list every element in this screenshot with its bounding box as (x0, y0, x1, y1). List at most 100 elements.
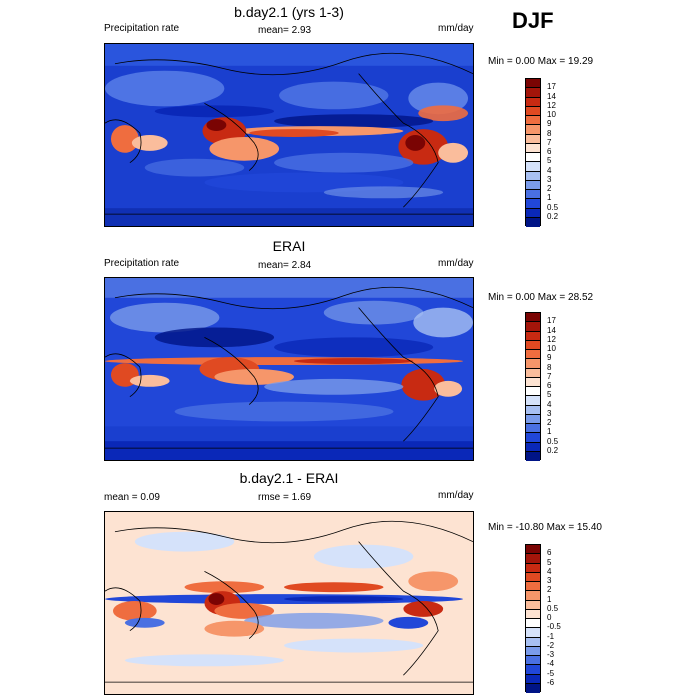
colorbar-tick-label: 8 (547, 362, 552, 372)
colorbar-swatch (526, 674, 540, 684)
colorbar-swatch (526, 97, 540, 107)
colorbar-tick-label: 6 (547, 147, 552, 156)
colorbar-tick-label: 0.5 (547, 202, 559, 212)
panel3-title: b.day2.1 - ERAI (239, 470, 339, 486)
colorbar-tick-label: 0 (547, 613, 552, 622)
colorbar-tick-label: 3 (547, 174, 552, 184)
colorbar-swatch (526, 683, 540, 693)
colorbar-swatch (526, 171, 540, 181)
colorbar-tick-label: 9 (547, 119, 552, 129)
colorbar-swatch (526, 368, 540, 378)
colorbar-swatch (526, 340, 540, 350)
colorbar-swatch (526, 387, 540, 397)
colorbar-tick-label: 7 (547, 371, 552, 381)
colorbar-tick-label: 2 (547, 418, 552, 427)
panel1-minmax-label: Min = 0.00 Max = 19.29 (488, 56, 594, 67)
panel1-variable-label: Precipitation rate (104, 23, 180, 34)
colorbar-swatch (526, 143, 540, 153)
colorbar-swatch (526, 359, 540, 369)
colorbar-swatch (526, 134, 540, 144)
colorbar-swatch (526, 88, 540, 98)
colorbar-tick-label: 12 (547, 100, 556, 110)
colorbar-swatch (526, 619, 540, 629)
colorbar-tick-label: 17 (547, 82, 556, 92)
colorbar-swatch (526, 331, 540, 341)
colorbar-swatch (526, 208, 540, 218)
colorbar-swatch (526, 322, 540, 332)
colorbar-swatch (526, 217, 540, 227)
colorbar-tick-label: 5 (547, 156, 552, 166)
colorbar-tick-label: 14 (547, 325, 556, 335)
colorbar-swatch (526, 637, 540, 647)
colorbar-tick-label: 6 (547, 548, 552, 558)
colorbar-swatch (526, 396, 540, 406)
colorbar-tick-label: -2 (547, 640, 555, 650)
panel3-mean-label: mean = 0.09 (104, 492, 160, 503)
panel1-map (104, 43, 474, 227)
colorbar-swatch (526, 563, 540, 573)
colorbar-swatch (526, 414, 540, 424)
panel1-mean-label: mean= 2.93 (258, 25, 312, 36)
colorbar-swatch (526, 545, 540, 555)
colorbar-tick-label: 14 (547, 91, 556, 101)
colorbar-tick-label: 1 (547, 193, 552, 203)
colorbar-swatch (526, 350, 540, 360)
colorbar-swatch (526, 424, 540, 434)
panel1-units-label: mm/day (438, 23, 474, 34)
colorbar-swatch (526, 116, 540, 126)
panel2-variable-label: Precipitation rate (104, 258, 180, 269)
colorbar-tick-label: 4 (547, 399, 552, 409)
colorbar-tick-label: 0.2 (547, 445, 559, 455)
colorbar-swatch (526, 377, 540, 387)
colorbar-swatch (526, 79, 540, 89)
colorbar-swatch (526, 591, 540, 601)
colorbar-tick-label: -3 (547, 650, 555, 659)
colorbar-swatch (526, 106, 540, 116)
colorbar-tick-label: 3 (547, 576, 552, 585)
colorbar-tick-label: 6 (547, 381, 552, 390)
colorbar-swatch (526, 609, 540, 619)
panel2-mean-label: mean= 2.84 (258, 260, 312, 271)
colorbar-tick-label: -4 (547, 659, 555, 669)
panel2-colorbar (525, 312, 541, 461)
colorbar-swatch (526, 125, 540, 135)
colorbar-tick-label: -0.5 (547, 622, 561, 632)
panel1-colorbar (525, 78, 541, 227)
colorbar-tick-label: 7 (547, 137, 552, 147)
panel3-minmax-label: Min = -10.80 Max = 15.40 (488, 522, 602, 533)
colorbar-tick-label: 3 (547, 408, 552, 418)
colorbar-swatch (526, 190, 540, 200)
colorbar-swatch (526, 199, 540, 209)
colorbar-tick-label: 4 (547, 165, 552, 175)
panel3-units-label: mm/day (438, 490, 474, 501)
colorbar-swatch (526, 665, 540, 675)
colorbar-tick-label: -1 (547, 631, 555, 641)
colorbar-tick-label: 5 (547, 557, 552, 567)
colorbar-swatch (526, 572, 540, 582)
panel3-rmse-label: rmse = 1.69 (258, 492, 312, 503)
colorbar-swatch (526, 433, 540, 443)
colorbar-tick-label: -5 (547, 668, 555, 678)
panel3-colorbar (525, 544, 541, 693)
colorbar-swatch (526, 451, 540, 461)
colorbar-tick-label: 12 (547, 334, 556, 344)
colorbar-tick-label: 8 (547, 128, 552, 138)
colorbar-tick-label: 10 (547, 110, 556, 119)
colorbar-tick-label: 5 (547, 390, 552, 400)
colorbar-swatch (526, 405, 540, 415)
panel3-map (104, 511, 474, 695)
colorbar-swatch (526, 180, 540, 190)
colorbar-swatch (526, 554, 540, 564)
colorbar-tick-label: 10 (547, 344, 556, 353)
panel1-title: b.day2.1 (yrs 1-3) (234, 4, 344, 20)
colorbar-tick-label: 4 (547, 566, 552, 576)
colorbar-tick-label: 0.2 (547, 211, 559, 221)
colorbar-tick-label: 1 (547, 594, 552, 604)
colorbar-swatch (526, 646, 540, 656)
colorbar-swatch (526, 582, 540, 592)
colorbar-tick-label: 9 (547, 353, 552, 363)
colorbar-tick-label: -6 (547, 677, 555, 687)
colorbar-swatch (526, 313, 540, 323)
colorbar-swatch (526, 600, 540, 610)
colorbar-swatch (526, 656, 540, 666)
